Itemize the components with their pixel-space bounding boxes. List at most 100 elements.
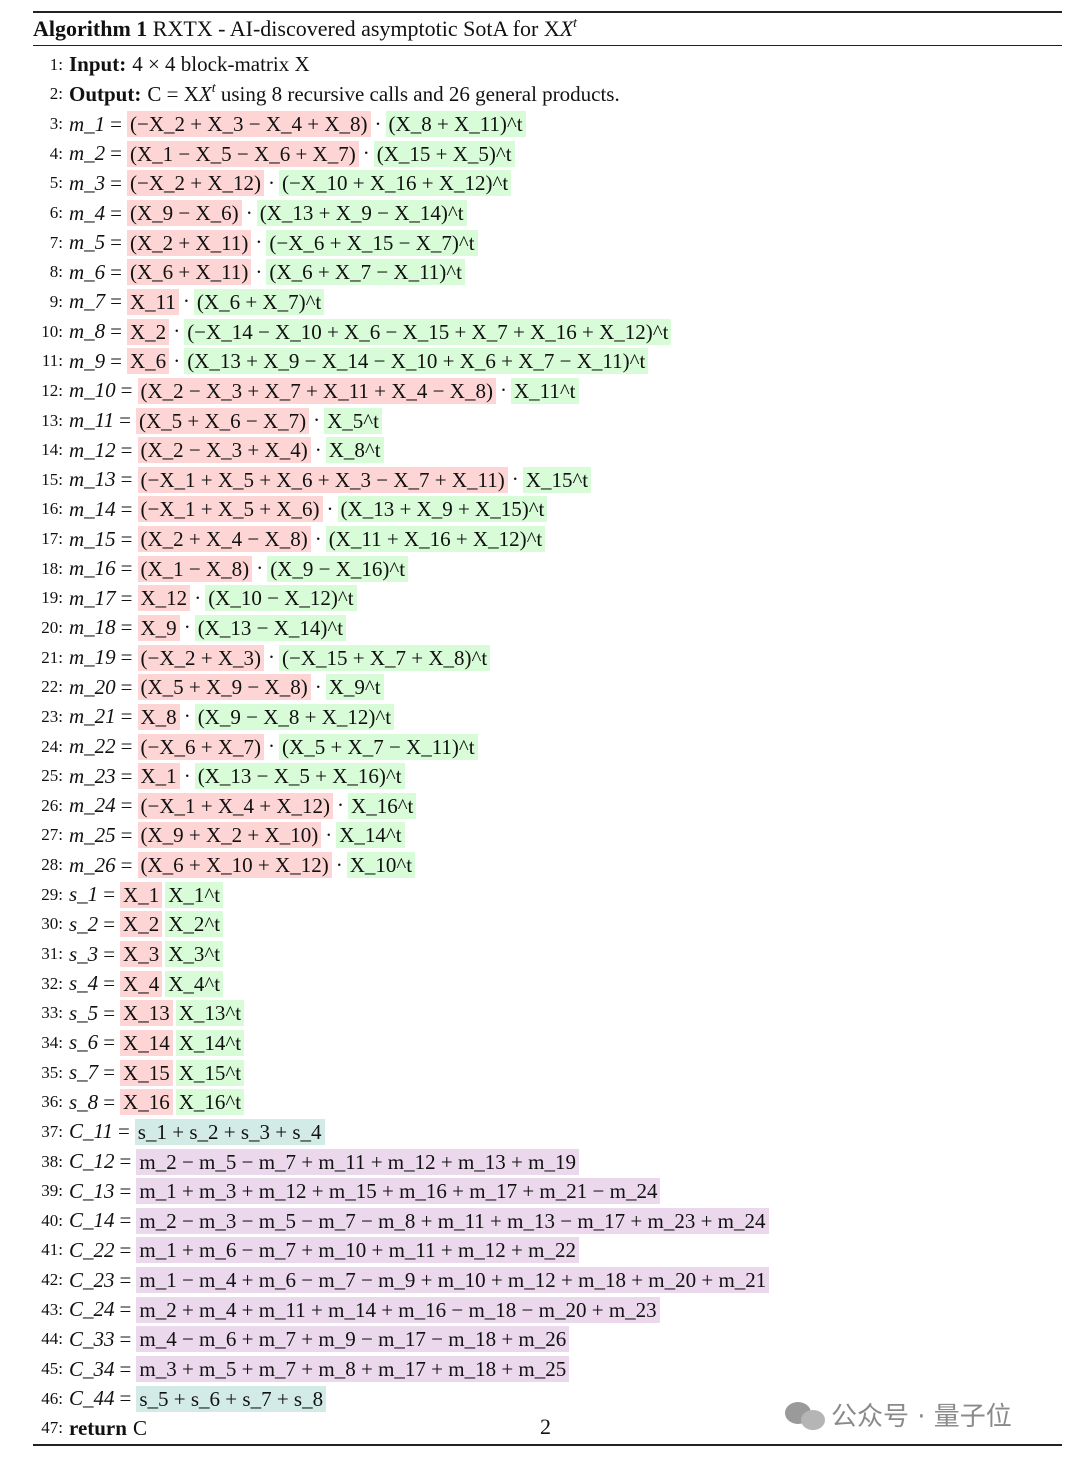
- algorithm-line: 45: C_34 = m_3 + m_5 + m_7 + m_8 + m_17 + m…: [36, 1354, 769, 1384]
- line-number: 38:: [41, 1151, 63, 1171]
- algorithm-line: 20: m_18 = X_9 · (X_13 − X_14)^t: [36, 613, 769, 643]
- algorithm-line: 15: m_13 = (−X_1 + X_5 + X_6 + X_3 − X_7 + …: [36, 465, 769, 495]
- algorithm-line: 6: m_4 = (X_9 − X_6) · (X_13 + X_9 − X_14)^t: [36, 198, 769, 228]
- lhs: s_2: [69, 911, 99, 936]
- lhs: m_13: [69, 467, 116, 492]
- equals-sign: =: [103, 1089, 116, 1114]
- sum-expression: m_2 + m_4 + m_11 + m_14 + m_16 − m_18 − …: [136, 1296, 660, 1323]
- equals-sign: =: [103, 882, 116, 907]
- lhs: m_17: [69, 585, 116, 610]
- lhs: m_12: [69, 437, 116, 462]
- lhs: m_24: [69, 793, 116, 818]
- line-number: 14:: [41, 440, 63, 460]
- sum-expression: s_5 + s_6 + s_7 + s_8: [136, 1385, 327, 1412]
- line-number: 3:: [49, 114, 63, 134]
- line-number: 45:: [41, 1359, 63, 1378]
- line-number: 8:: [49, 262, 63, 282]
- algorithm-line: 14: m_12 = (X_2 − X_3 + X_4) · X_8^t: [36, 435, 769, 465]
- right-factor: X_15^t: [175, 1059, 245, 1086]
- line-number: 6:: [49, 203, 63, 223]
- line-number: 29:: [41, 884, 63, 904]
- algorithm-label: Algorithm 1: [33, 16, 148, 41]
- algorithm-line: 2: Output: C = XXt using 8 recursive calls…: [36, 80, 769, 110]
- algorithm-line: 27: m_25 = (X_9 + X_2 + X_10) · X_14^t: [36, 821, 769, 851]
- lhs: m_16: [69, 556, 116, 581]
- equals-sign: =: [119, 1356, 132, 1381]
- algorithm-line: 36: s_8 = X_16 X_16^t: [36, 1087, 769, 1117]
- left-factor: X_11: [127, 288, 179, 315]
- equals-sign: =: [119, 1149, 132, 1174]
- lhs: m_11: [69, 408, 115, 432]
- keyword: Input:: [69, 52, 127, 77]
- left-factor: (X_2 + X_11): [127, 229, 252, 256]
- dot-operator: ·: [499, 378, 507, 403]
- line-number: 11:: [41, 351, 63, 371]
- left-factor: X_3: [120, 941, 163, 968]
- dot-operator: ·: [335, 852, 343, 877]
- left-factor: (−X_1 + X_4 + X_12): [137, 792, 334, 819]
- line-number: 46:: [41, 1388, 63, 1408]
- equals-sign: =: [119, 408, 131, 432]
- algorithm-line: 13: m_11 = (X_5 + X_6 − X_7) · X_5^t: [36, 406, 769, 436]
- lhs: s_7: [69, 1060, 99, 1085]
- equals-sign: =: [120, 585, 133, 610]
- equals-sign: =: [103, 1000, 116, 1025]
- sum-expression: m_1 − m_4 + m_6 − m_7 − m_9 + m_10 + m_1…: [136, 1267, 770, 1294]
- line-number: 17:: [41, 529, 63, 549]
- dot-operator: ·: [268, 645, 276, 670]
- algorithm-line: 16: m_14 = (−X_1 + X_5 + X_6) · (X_13 + X_9 +…: [36, 495, 769, 525]
- lhs: m_10: [69, 378, 116, 403]
- left-factor: X_2: [120, 911, 163, 938]
- line-number: 36:: [41, 1092, 63, 1112]
- dot-operator: ·: [313, 408, 321, 432]
- left-factor: X_1: [137, 763, 180, 790]
- algorithm-line: 12: m_10 = (X_2 − X_3 + X_7 + X_11 + X_4 − …: [36, 376, 769, 406]
- lhs: s_1: [69, 882, 99, 907]
- dot-operator: ·: [325, 822, 333, 847]
- algorithm-line: 5: m_3 = (−X_2 + X_12) · (−X_10 + X_16 + X_12…: [36, 169, 769, 199]
- left-factor: (X_5 + X_9 − X_8): [137, 674, 311, 701]
- line-number: 4:: [49, 143, 63, 163]
- left-factor: X_16: [120, 1089, 173, 1116]
- line-number: 39:: [41, 1181, 63, 1201]
- line-number: 27:: [41, 825, 63, 845]
- right-factor: (−X_10 + X_16 + X_12)^t: [279, 170, 512, 197]
- equals-sign: =: [120, 734, 133, 759]
- right-factor: (−X_15 + X_7 + X_8)^t: [279, 644, 491, 671]
- dot-operator: ·: [268, 170, 276, 195]
- algorithm-line: 43: C_24 = m_2 + m_4 + m_11 + m_14 + m_16 −…: [36, 1295, 769, 1325]
- equals-sign: =: [103, 1060, 116, 1085]
- left-factor: (−X_2 + X_12): [127, 170, 265, 197]
- line-number: 41:: [41, 1240, 63, 1260]
- equals-sign: =: [120, 467, 133, 492]
- lhs: C_34: [69, 1356, 115, 1381]
- algorithm-line: 7: m_5 = (X_2 + X_11) · (−X_6 + X_15 − X_7)^t: [36, 228, 769, 258]
- right-factor: X_14^t: [175, 1029, 245, 1056]
- algorithm-line: 4: m_2 = (X_1 − X_5 − X_6 + X_7) · (X_15 + X_…: [36, 139, 769, 169]
- left-factor: X_2: [127, 318, 170, 345]
- line-number: 31:: [41, 944, 63, 964]
- algorithm-line: 44: C_33 = m_4 − m_6 + m_7 + m_9 − m_17 − m…: [36, 1325, 769, 1355]
- dot-operator: ·: [183, 704, 191, 729]
- algorithm-line: 37: C_11 = s_1 + s_2 + s_3 + s_4: [36, 1117, 769, 1147]
- lhs: m_8: [69, 319, 106, 344]
- lhs: C_12: [69, 1149, 115, 1174]
- title-rule: [33, 45, 1062, 46]
- equals-sign: =: [119, 1237, 132, 1262]
- left-factor: (X_5 + X_6 − X_7): [135, 407, 310, 434]
- left-factor: X_12: [137, 585, 191, 612]
- right-factor: X_16^t: [175, 1089, 245, 1116]
- bottom-rule: [33, 1444, 1062, 1446]
- line-number: 42:: [41, 1270, 63, 1290]
- sum-expression: m_2 − m_3 − m_5 − m_7 − m_8 + m_11 + m_1…: [136, 1207, 769, 1234]
- line-number: 1:: [49, 54, 63, 74]
- equals-sign: =: [119, 1178, 132, 1203]
- algorithm-body: 1: Input: 4 × 4 block-matrix X 2: Output: C =…: [36, 50, 770, 1443]
- left-factor: X_6: [127, 348, 170, 375]
- algorithm-line: 28: m_26 = (X_6 + X_10 + X_12) · X_10^t: [36, 850, 769, 880]
- right-factor: X_10^t: [346, 852, 416, 879]
- equals-sign: =: [119, 1297, 132, 1322]
- dot-operator: ·: [374, 111, 382, 136]
- algorithm-line: 42: C_23 = m_1 − m_4 + m_6 − m_7 − m_9 + m_…: [36, 1265, 770, 1295]
- equals-sign: =: [103, 941, 116, 966]
